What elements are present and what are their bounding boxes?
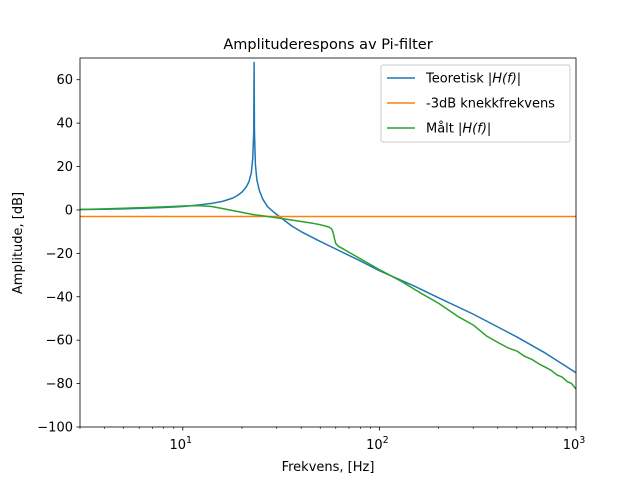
series-line-teoretisk-h-f (80, 61, 576, 374)
y-tick-label: 0 (65, 203, 73, 218)
y-tick-label: 40 (56, 117, 73, 132)
series-group (80, 61, 576, 390)
legend-label-math: |H(f)| (488, 72, 521, 87)
axes-frame (79, 57, 577, 428)
legend-label-text: Teoretisk (425, 72, 488, 87)
x-tick-label: 101 (170, 435, 193, 453)
x-tick-label-exponent: 1 (186, 435, 192, 446)
y-tick-label: −40 (46, 290, 73, 305)
y-tick-label: −100 (37, 421, 73, 436)
legend-label-text: -3dB knekkfrekvens (426, 97, 555, 112)
y-tick-label: −20 (46, 247, 73, 262)
x-tick-label-base: 10 (366, 438, 383, 453)
chart-title: Amplituderespons av Pi-filter (223, 37, 432, 53)
legend-label: Teoretisk |H(f)| (425, 72, 521, 87)
y-tick-label: 20 (56, 160, 73, 175)
x-axis-label: Frekvens, [Hz] (282, 460, 375, 475)
y-axis-label: Amplitude, [dB] (11, 192, 26, 294)
x-tick-label-base: 10 (563, 438, 580, 453)
legend-label: -3dB knekkfrekvens (426, 97, 555, 112)
legend-label-text: Målt (426, 122, 458, 137)
x-tick-label: 103 (563, 435, 586, 453)
x-tick-label-base: 10 (170, 438, 187, 453)
legend-box (380, 64, 571, 143)
y-tick-label: 60 (56, 73, 73, 88)
x-tick-label: 102 (366, 435, 389, 453)
legend-label-math: |H(f)| (458, 122, 491, 137)
series-line-m-lt-h-f (80, 204, 576, 390)
y-tick-label: −60 (46, 334, 73, 349)
x-tick-label-exponent: 3 (579, 435, 585, 446)
legend-label: Målt |H(f)| (426, 122, 491, 137)
legend: Teoretisk |H(f)| -3dB knekkfrekvens Målt |… (380, 64, 571, 143)
x-tick-label-exponent: 2 (383, 435, 389, 446)
y-tick-label: −80 (46, 377, 73, 392)
